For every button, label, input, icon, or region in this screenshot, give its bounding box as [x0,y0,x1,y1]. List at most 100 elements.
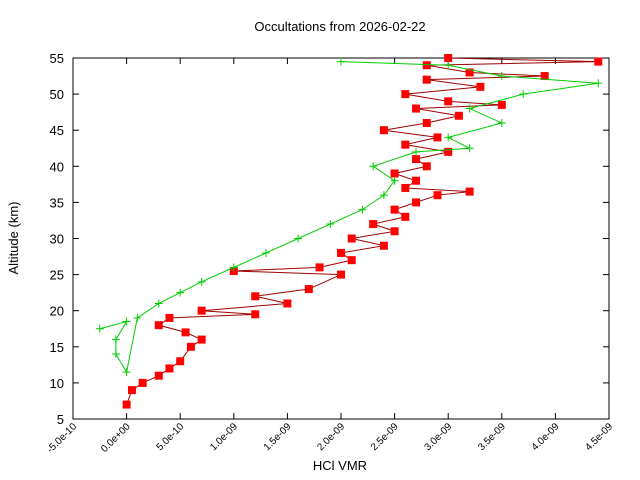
marker [594,79,603,88]
marker [251,292,260,301]
marker [251,310,260,319]
marker [261,248,270,257]
marker [412,155,421,164]
marker [337,270,345,279]
marker [519,90,528,99]
marker [476,82,485,91]
marker [197,335,206,344]
marker [594,57,603,66]
y-tick-label: 25 [50,268,64,283]
marker [465,68,474,77]
marker [497,72,506,81]
y-tick-label: 5 [57,412,64,427]
x-tick-label: 3.0e-09 [423,421,455,453]
marker [111,350,120,359]
marker [444,133,453,142]
marker [283,299,292,308]
series-line [99,61,599,374]
marker [127,386,136,395]
marker [401,212,410,221]
marker [540,72,549,81]
y-tick-label: 55 [50,51,64,66]
marker [444,97,453,106]
marker [165,313,174,322]
marker [111,335,120,344]
marker [304,285,313,294]
marker [401,140,410,149]
marker [379,191,388,200]
x-tick-label: 1.0e-09 [208,421,240,453]
x-tick-label: 2.5e-09 [369,421,401,453]
marker [154,321,163,330]
marker [412,104,421,113]
marker [133,313,142,322]
marker [433,133,442,142]
marker [444,54,453,62]
marker [347,234,356,243]
y-tick-label: 35 [50,195,64,210]
marker [444,147,453,156]
marker [422,118,431,127]
marker [337,248,345,257]
marker [422,61,431,70]
y-tick-label: 45 [50,123,64,138]
marker [422,162,431,171]
plot-border [72,57,610,420]
marker [122,368,131,377]
marker [138,378,147,387]
y-tick-label: 30 [50,232,64,247]
y-tick-label: 10 [50,376,64,391]
y-tick-label: 15 [50,340,64,355]
marker [176,288,185,297]
marker [454,111,463,120]
marker [369,220,378,229]
chart-title: Occultations from 2026-02-22 [254,19,425,34]
marker [465,144,474,153]
marker [390,205,399,214]
x-tick-label: 4.0e-09 [530,421,562,453]
marker [154,299,163,308]
marker [390,169,399,178]
y-tick-label: 50 [50,87,64,102]
marker [369,162,378,171]
marker [444,61,453,70]
marker [197,306,206,315]
marker [412,176,421,185]
y-axis-label: Altitude (km) [6,202,21,275]
marker [186,342,195,351]
marker [95,324,104,333]
marker [229,263,238,272]
marker [358,205,367,214]
marker [390,176,399,185]
x-tick-label: 2.0e-09 [315,421,347,453]
marker [326,220,335,229]
marker [315,263,324,272]
marker [401,183,410,192]
x-tick-label: 5.0e-10 [155,421,187,453]
y-tick-label: 20 [50,304,64,319]
marker [433,191,442,200]
x-axis-label: HCl VMR [313,458,367,473]
marker [465,104,474,113]
marker [379,126,388,135]
marker [379,241,388,250]
x-tick-label: 1.5e-09 [262,421,294,453]
marker [154,371,163,380]
series-line [126,57,599,405]
marker [497,100,506,109]
marker [401,90,410,99]
marker [347,256,356,265]
marker [412,147,421,156]
x-tick-label: 4.5e-09 [583,421,615,453]
marker [497,118,506,127]
y-tick-label: 40 [50,159,64,174]
marker [412,198,421,207]
marker [165,364,174,373]
marker [422,75,431,84]
marker [197,277,206,286]
marker [122,317,131,326]
marker [294,234,303,243]
x-tick-label: 3.5e-09 [476,421,508,453]
marker [337,57,345,66]
